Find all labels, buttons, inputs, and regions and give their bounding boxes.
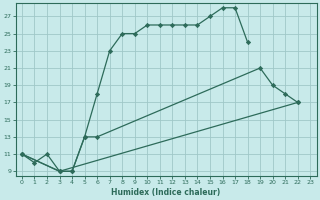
X-axis label: Humidex (Indice chaleur): Humidex (Indice chaleur)	[111, 188, 221, 197]
